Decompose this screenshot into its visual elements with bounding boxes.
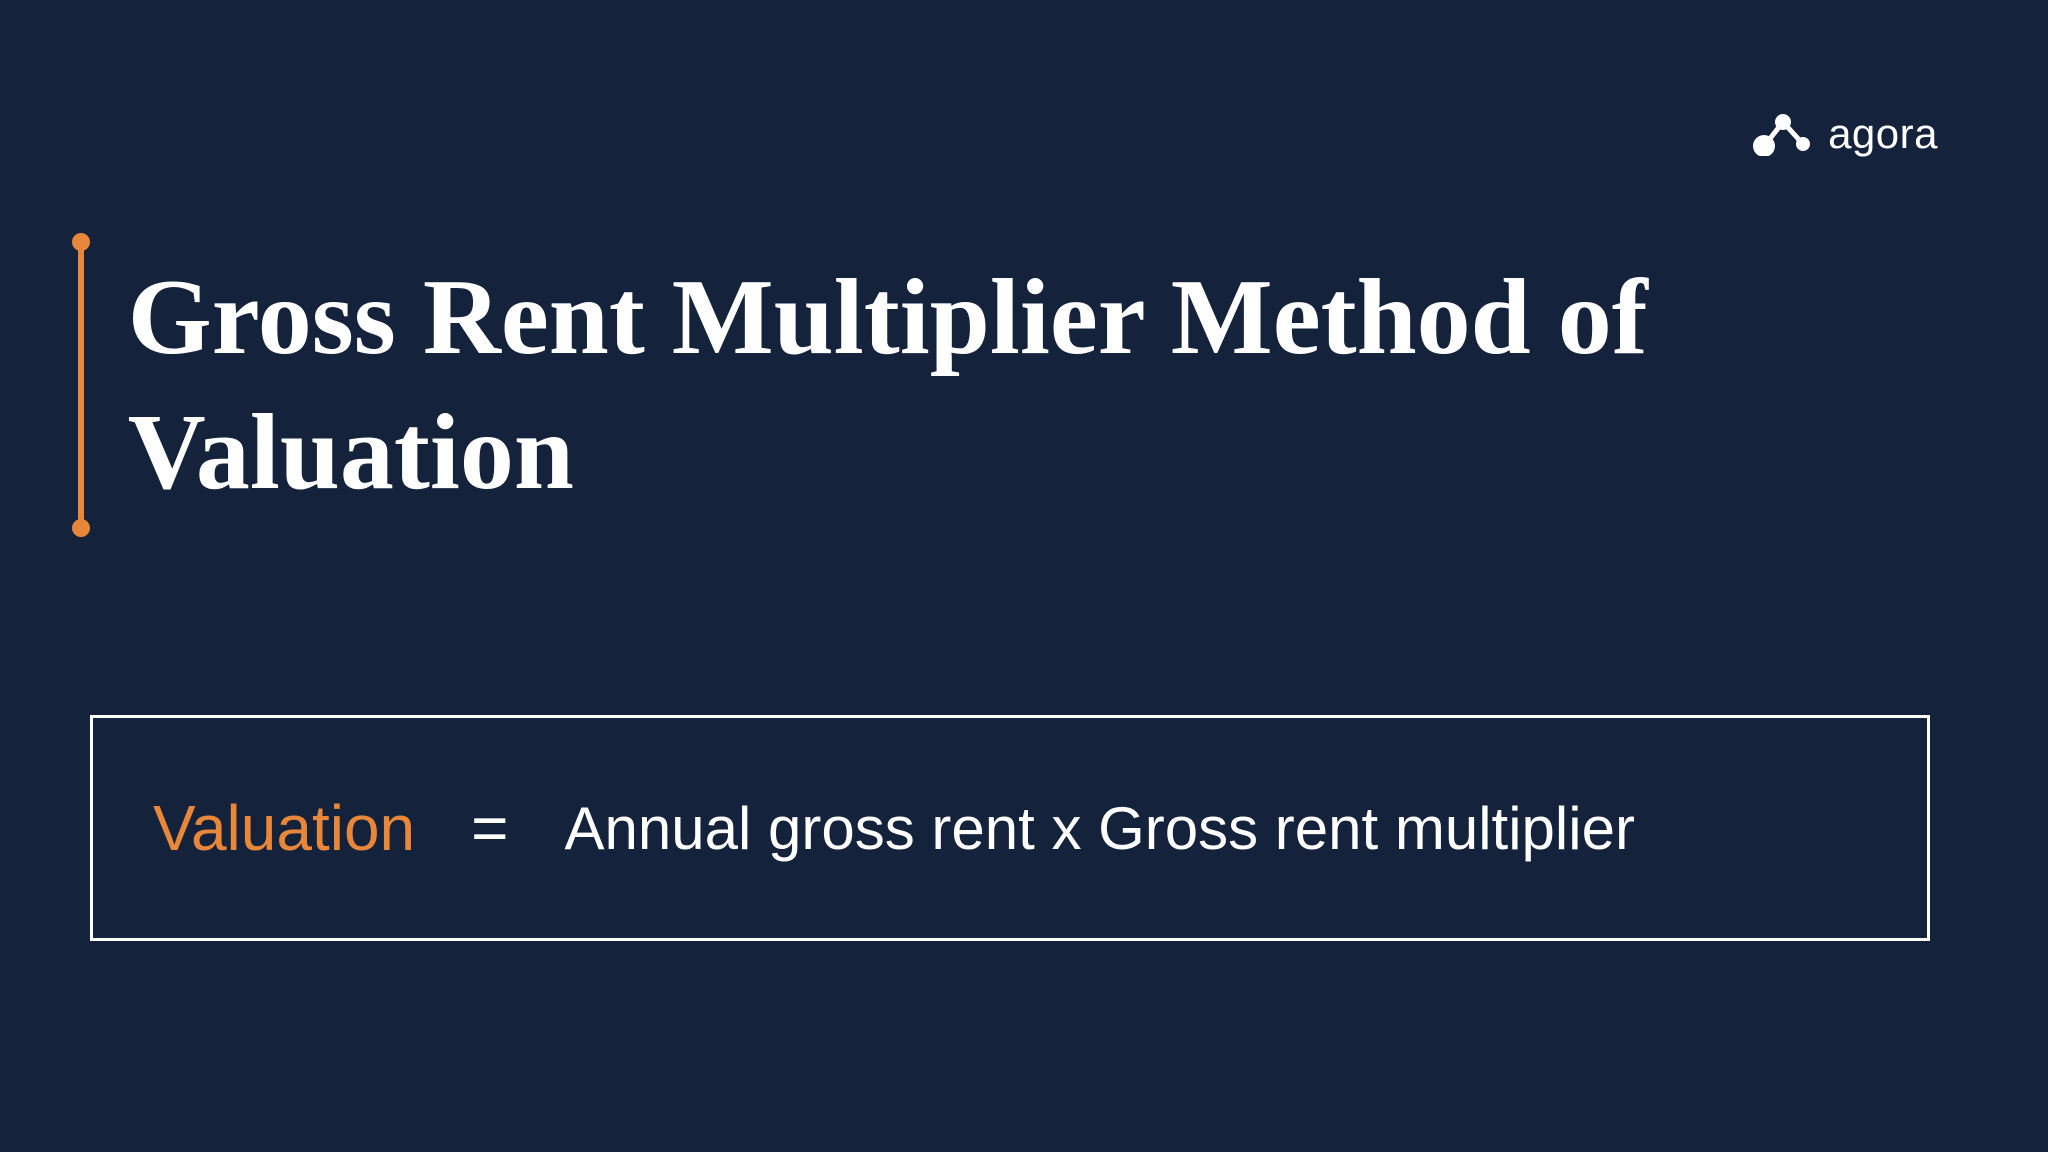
brand-name: agora	[1828, 110, 1938, 158]
formula-equals: =	[471, 791, 508, 865]
agora-logo-icon	[1752, 114, 1812, 154]
formula-box: Valuation = Annual gross rent x Gross re…	[90, 715, 1930, 941]
formula-body: Annual gross rent x Gross rent multiplie…	[565, 794, 1635, 863]
title-accent-bar	[78, 240, 84, 530]
page-title: Gross Rent Multiplier Method of Valuatio…	[128, 240, 2048, 530]
brand-logo: agora	[1752, 110, 1938, 158]
page-title-block: Gross Rent Multiplier Method of Valuatio…	[78, 240, 2048, 530]
formula-label: Valuation	[153, 791, 415, 865]
